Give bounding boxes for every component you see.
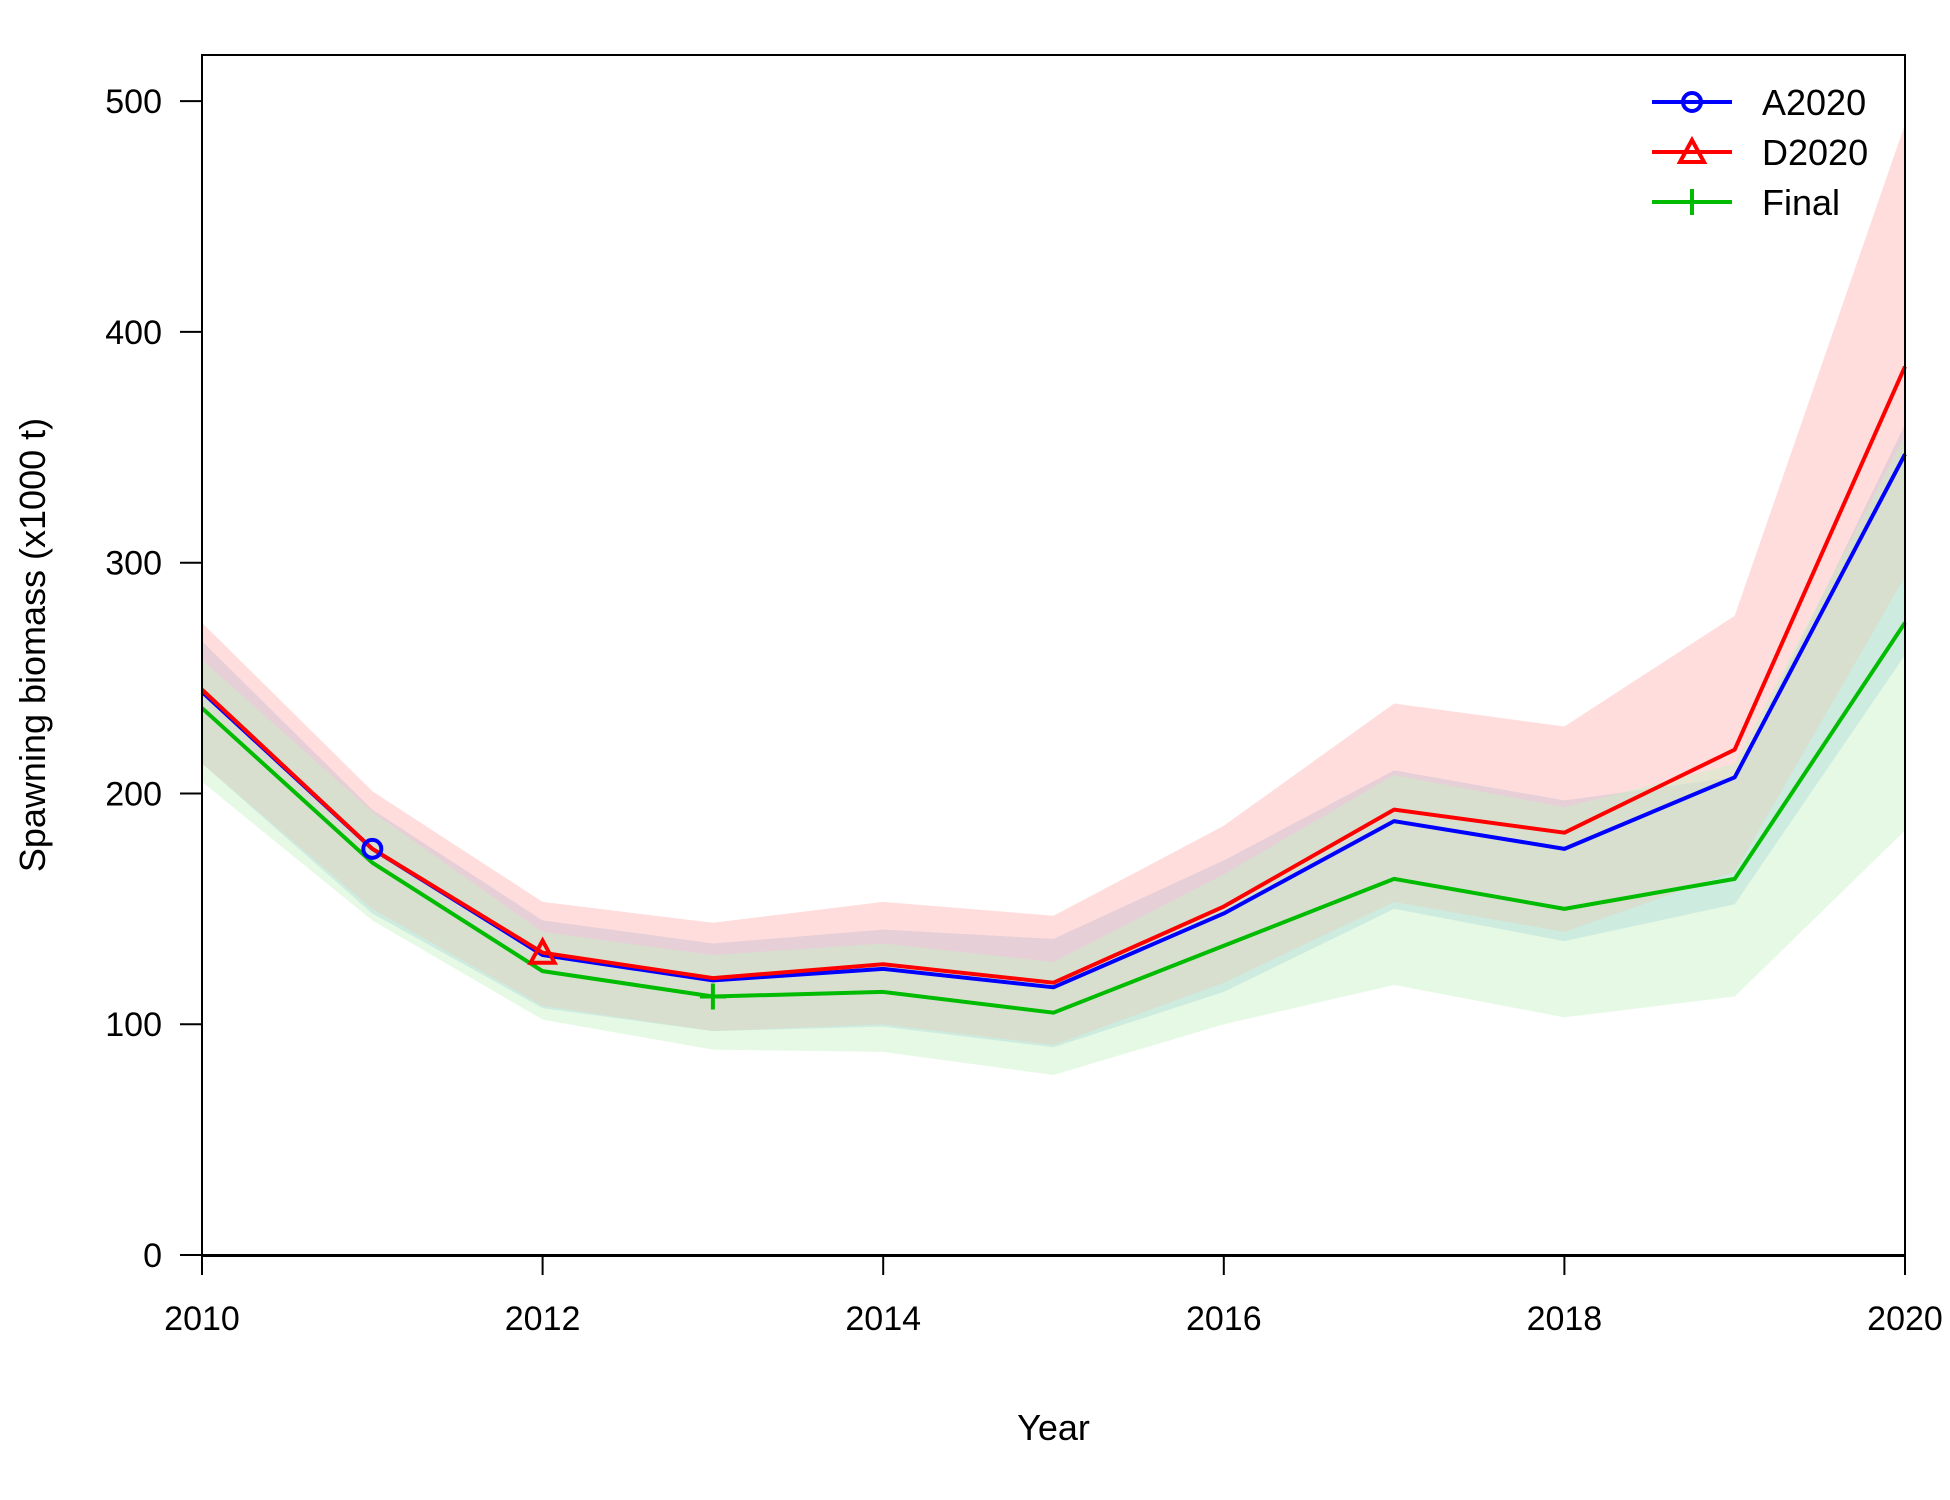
- y-tick-label: 300: [105, 545, 162, 583]
- x-tick-label: 2018: [1527, 1300, 1603, 1338]
- y-axis-title: Spawning biomass (x1000 t): [12, 418, 53, 872]
- series-lines: [200, 365, 1907, 1015]
- x-axis-title: Year: [1017, 1407, 1090, 1448]
- legend-item-a2020: A2020: [1652, 82, 1866, 123]
- y-tick-label: 100: [105, 1006, 162, 1044]
- confidence-bands: [202, 124, 1905, 1075]
- marker-d2020: [527, 936, 558, 965]
- band-d2020: [202, 124, 1905, 1045]
- x-tick-label: 2010: [164, 1300, 240, 1338]
- legend-label: D2020: [1762, 132, 1868, 173]
- x-tick-label: 2014: [845, 1300, 921, 1338]
- x-axis: 2010 2012 2014 2016 2018 2020: [164, 1255, 1943, 1338]
- y-tick-label: 0: [143, 1237, 162, 1275]
- band-final: [202, 435, 1905, 1075]
- marker-final: [699, 983, 726, 1010]
- y-tick-label: 400: [105, 314, 162, 352]
- legend-marker-final: [1679, 189, 1705, 215]
- x-tick-label: 2016: [1186, 1300, 1262, 1338]
- y-tick-label: 500: [105, 83, 162, 121]
- legend-item-d2020: D2020: [1652, 132, 1868, 173]
- legend: A2020 D2020 Final: [1652, 82, 1868, 223]
- x-tick-label: 2020: [1867, 1300, 1943, 1338]
- legend-marker-a2020: [1681, 91, 1703, 113]
- y-axis: 0 100 200 300 400 500: [105, 83, 202, 1275]
- legend-marker-d2020: [1676, 135, 1708, 164]
- marker-a2020: [361, 837, 384, 860]
- band-a2020: [202, 424, 1905, 1048]
- legend-item-final: Final: [1652, 182, 1840, 223]
- legend-label: A2020: [1762, 82, 1866, 123]
- line-d2020: [200, 365, 1907, 985]
- legend-label: Final: [1762, 182, 1840, 223]
- line-final: [200, 621, 1907, 1015]
- y-tick-label: 200: [105, 775, 162, 813]
- series-markers: [361, 837, 726, 1010]
- x-tick-label: 2012: [505, 1300, 581, 1338]
